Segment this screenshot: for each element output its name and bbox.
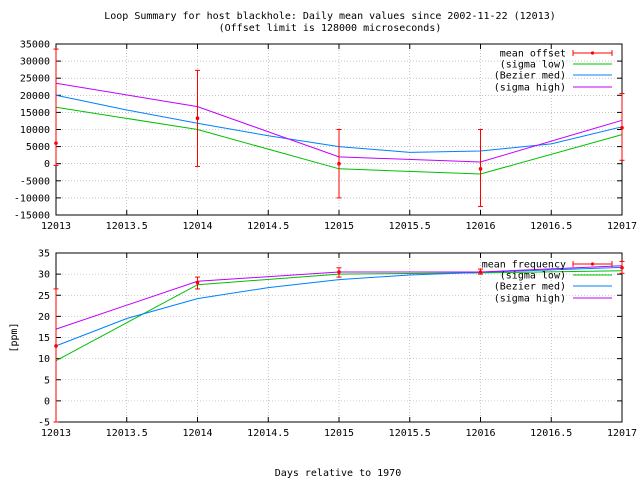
y-tick-label: 25 (38, 291, 50, 302)
x-tick-label: 12014.5 (247, 221, 289, 232)
y-tick-label: -5 (38, 418, 50, 429)
x-tick-label: 12017 (607, 221, 637, 232)
error-bar (53, 48, 59, 166)
error-bar-point (620, 125, 624, 130)
y-tick-label: 35000 (20, 40, 50, 51)
legend-label: mean frequency (482, 260, 566, 271)
legend-label: (sigma high) (494, 83, 566, 94)
x-tick-label: 12015.5 (389, 221, 431, 232)
y-tick-label: 0 (44, 159, 50, 170)
error-bar-point (478, 270, 483, 274)
offset-panel: 35000 30000 25000 20000 15000 10000 5000 0 -5000… (14, 40, 637, 233)
error-bar-point (54, 344, 58, 348)
y-tick-label: 15000 (20, 108, 50, 119)
chart-title-line1: Loop Summary for host blackhole: Daily m… (104, 11, 556, 22)
error-bar-point (195, 116, 200, 121)
x-tick-label: 12013 (41, 428, 71, 439)
x-tick-label: 12014 (182, 221, 212, 232)
legend-label: (sigma high) (494, 294, 566, 305)
error-bar (619, 260, 625, 274)
x-tick-label: 12016 (465, 221, 495, 232)
x-tick-label: 12017 (607, 428, 637, 439)
legend-errorbar-point (590, 262, 595, 266)
y-tick-label: 5 (44, 375, 50, 386)
legend-label: mean offset (500, 49, 566, 60)
y-axis-label: [ppm] (9, 322, 20, 352)
legend-label: (sigma low) (500, 271, 566, 282)
error-bar-point (478, 167, 483, 171)
error-bar (195, 69, 200, 167)
error-bar (478, 268, 483, 275)
x-tick-label: 12015.5 (389, 428, 431, 439)
error-bar (478, 129, 483, 207)
error-bar-point (337, 270, 341, 274)
y-tick-label: 30 (38, 270, 50, 281)
y-tick-label: 20 (38, 312, 50, 323)
legend-label: (Bezier med) (494, 71, 566, 82)
error-bar-point (195, 280, 200, 285)
y-tick-label: -5000 (20, 176, 50, 187)
error-bar (195, 276, 200, 290)
y-tick-label: 10000 (20, 125, 50, 136)
error-bar (336, 267, 342, 278)
error-bar-point (620, 265, 624, 270)
legend-label: (sigma low) (500, 60, 566, 71)
y-tick-label: 0 (44, 396, 50, 407)
error-bar (619, 93, 625, 161)
x-tick-label: 12014 (182, 428, 212, 439)
x-tick-label: 12016.5 (530, 221, 572, 232)
error-bar (53, 288, 59, 423)
error-bar-point (54, 141, 58, 145)
x-tick-label: 12016 (465, 428, 495, 439)
chart-title-line2: (Offset limit is 128000 microseconds) (219, 23, 442, 34)
y-tick-label: 10 (38, 354, 50, 365)
legend-label: (Bezier med) (494, 282, 566, 293)
x-tick-label: 12015 (324, 221, 354, 232)
bezier-med-line (55, 266, 623, 347)
y-tick-label: -10000 (14, 193, 50, 204)
x-axis-label: Days relative to 1970 (275, 468, 401, 479)
x-tick-label: 12013 (41, 221, 71, 232)
y-tick-label: 20000 (20, 91, 50, 102)
y-tick-label: 35 (38, 249, 50, 260)
x-tick-label: 12015 (324, 428, 354, 439)
y-tick-label: 30000 (20, 57, 50, 68)
error-bar (336, 129, 342, 199)
x-tick-label: 12014.5 (247, 428, 289, 439)
x-tick-label: 12016.5 (530, 428, 572, 439)
y-tick-label: 15 (38, 333, 50, 344)
error-bar-point (337, 161, 341, 166)
y-tick-label: 25000 (20, 74, 50, 85)
y-tick-label: -15000 (14, 211, 50, 222)
x-tick-label: 12013.5 (106, 428, 148, 439)
y-tick-label: 5000 (26, 142, 50, 153)
legend-errorbar-point (590, 51, 595, 55)
x-tick-label: 12013.5 (106, 221, 148, 232)
